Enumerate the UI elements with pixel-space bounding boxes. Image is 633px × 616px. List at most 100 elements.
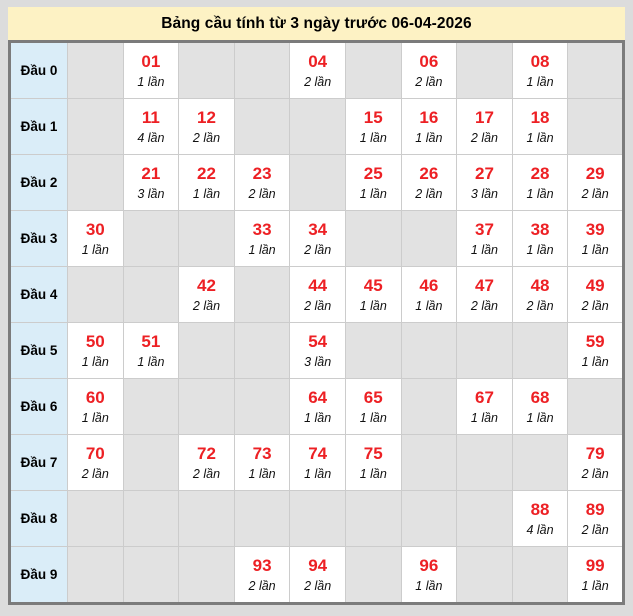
number-count: 4 lần — [526, 522, 554, 537]
number-cell: 01 1 lần — [122, 41, 180, 99]
number-value: 93 — [252, 556, 272, 576]
empty-cell — [233, 41, 291, 99]
number-cell: 28 1 lần — [511, 154, 569, 211]
empty-cell — [122, 210, 180, 267]
number-count: 2 lần — [526, 298, 554, 313]
number-cell: 25 1 lần — [344, 154, 402, 211]
number-cell: 30 1 lần — [67, 210, 124, 267]
empty-cell — [289, 154, 346, 211]
number-cell: 04 2 lần — [289, 41, 346, 99]
number-value: 18 — [530, 108, 550, 128]
empty-cell — [67, 266, 124, 323]
empty-cell — [344, 546, 402, 604]
number-cell: 51 1 lần — [122, 322, 180, 379]
number-count: 2 lần — [304, 298, 332, 313]
empty-cell — [567, 98, 624, 155]
number-cell: 33 1 lần — [233, 210, 291, 267]
number-count: 1 lần — [192, 186, 221, 201]
number-cell: 16 1 lần — [400, 98, 458, 155]
empty-cell — [456, 41, 513, 99]
number-cell: 93 2 lần — [233, 546, 291, 604]
number-value: 65 — [363, 388, 383, 408]
number-count: 2 lần — [192, 298, 221, 313]
number-value: 74 — [308, 444, 328, 464]
number-value: 27 — [474, 164, 494, 184]
number-value: 73 — [252, 444, 272, 464]
number-count: 1 lần — [137, 354, 165, 369]
number-value: 29 — [585, 164, 605, 184]
number-count: 2 lần — [192, 466, 221, 481]
number-cell: 72 2 lần — [178, 434, 235, 491]
number-count: 3 lần — [470, 186, 498, 201]
number-value: 75 — [363, 444, 383, 464]
number-value: 49 — [585, 276, 605, 296]
number-value: 48 — [530, 276, 550, 296]
number-count: 1 lần — [304, 466, 332, 481]
number-value: 11 — [141, 108, 160, 128]
number-count: 2 lần — [415, 74, 443, 89]
number-cell: 99 1 lần — [567, 546, 624, 604]
number-cell: 47 2 lần — [456, 266, 513, 323]
number-count: 1 lần — [359, 466, 387, 481]
number-cell: 79 2 lần — [567, 434, 624, 491]
row-label: Đầu 2 — [9, 154, 68, 211]
number-cell: 94 2 lần — [289, 546, 346, 604]
number-value: 45 — [363, 276, 383, 296]
number-count: 1 lần — [81, 354, 109, 369]
number-value: 01 — [141, 52, 161, 72]
number-cell: 08 1 lần — [511, 41, 569, 99]
number-value: 37 — [474, 220, 494, 240]
number-value: 23 — [252, 164, 272, 184]
row-label: Đầu 3 — [9, 210, 68, 267]
number-value: 28 — [530, 164, 550, 184]
table-row: Đầu 1 11 4 lần 12 2 lần 15 1 lần 16 1 lần 17 2 lần… — [9, 98, 624, 155]
number-cell: 06 2 lần — [400, 41, 458, 99]
empty-cell — [511, 434, 569, 491]
number-count: 2 lần — [248, 578, 276, 593]
number-cell: 67 1 lần — [456, 378, 513, 435]
number-cell: 37 1 lần — [456, 210, 513, 267]
number-count: 2 lần — [304, 74, 332, 89]
number-count: 1 lần — [248, 466, 276, 481]
number-value: 50 — [85, 332, 105, 352]
number-value: 60 — [85, 388, 105, 408]
empty-cell — [178, 378, 235, 435]
number-cell: 65 1 lần — [344, 378, 402, 435]
empty-cell — [122, 266, 180, 323]
number-value: 72 — [197, 444, 216, 464]
number-count: 1 lần — [248, 242, 276, 257]
number-count: 1 lần — [470, 410, 498, 425]
table-row: Đầu 7 70 2 lần 72 2 lần 73 1 lần 74 1 lần 75 1 lần… — [9, 434, 624, 491]
number-count: 1 lần — [415, 298, 443, 313]
empty-cell — [178, 490, 235, 547]
empty-cell — [67, 98, 124, 155]
empty-cell — [233, 322, 291, 379]
row-label: Đầu 4 — [9, 266, 68, 323]
number-cell: 46 1 lần — [400, 266, 458, 323]
empty-cell — [122, 546, 180, 604]
number-cell: 22 1 lần — [178, 154, 235, 211]
table-row: Đầu 8 88 4 lần 89 2 lần — [9, 490, 624, 547]
number-value: 51 — [141, 332, 161, 352]
number-cell: 12 2 lần — [178, 98, 235, 155]
number-count: 2 lần — [304, 578, 332, 593]
number-value: 30 — [85, 220, 105, 240]
number-count: 2 lần — [581, 186, 609, 201]
number-value: 34 — [308, 220, 328, 240]
empty-cell — [178, 546, 235, 604]
number-cell: 96 1 lần — [400, 546, 458, 604]
number-cell: 34 2 lần — [289, 210, 346, 267]
number-count: 1 lần — [581, 354, 609, 369]
number-count: 1 lần — [81, 410, 109, 425]
number-count: 2 lần — [248, 186, 276, 201]
number-count: 2 lần — [581, 466, 609, 481]
number-value: 79 — [585, 444, 605, 464]
number-count: 1 lần — [526, 74, 554, 89]
number-cell: 38 1 lần — [511, 210, 569, 267]
number-cell: 88 4 lần — [511, 490, 569, 547]
empty-cell — [233, 490, 291, 547]
table-row: Đầu 3 30 1 lần 33 1 lần 34 2 lần 37 1 lần 38 1 lần… — [9, 210, 624, 267]
number-cell: 26 2 lần — [400, 154, 458, 211]
empty-cell — [344, 210, 402, 267]
number-value: 42 — [197, 276, 216, 296]
